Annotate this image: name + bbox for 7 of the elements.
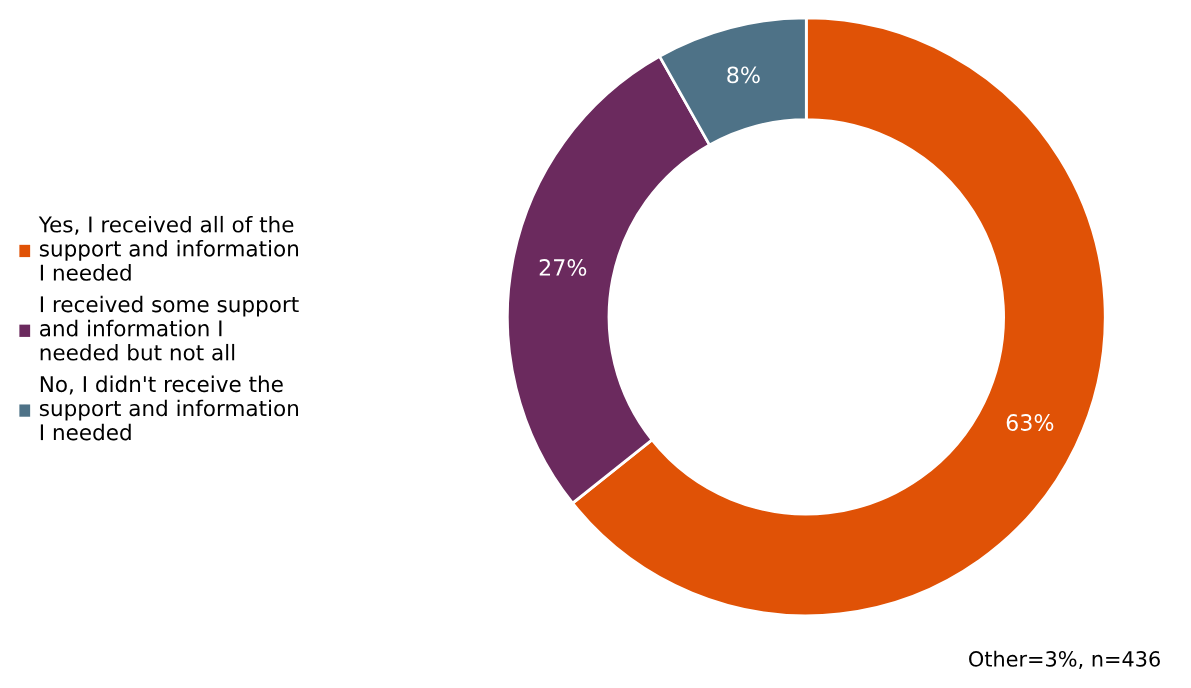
legend-label: Yes, I received all of the support and information I needed bbox=[38, 215, 299, 281]
legend-label: I received some support and information I needed but not all bbox=[40, 295, 299, 361]
legend-label: No, I didn't receive the support and information I needed bbox=[39, 375, 299, 441]
data-label: 63% bbox=[1006, 414, 1054, 431]
data-label: 27% bbox=[539, 259, 587, 276]
text: Other=3%, n=436 bbox=[969, 650, 1160, 669]
data-label: 8% bbox=[727, 66, 760, 84]
